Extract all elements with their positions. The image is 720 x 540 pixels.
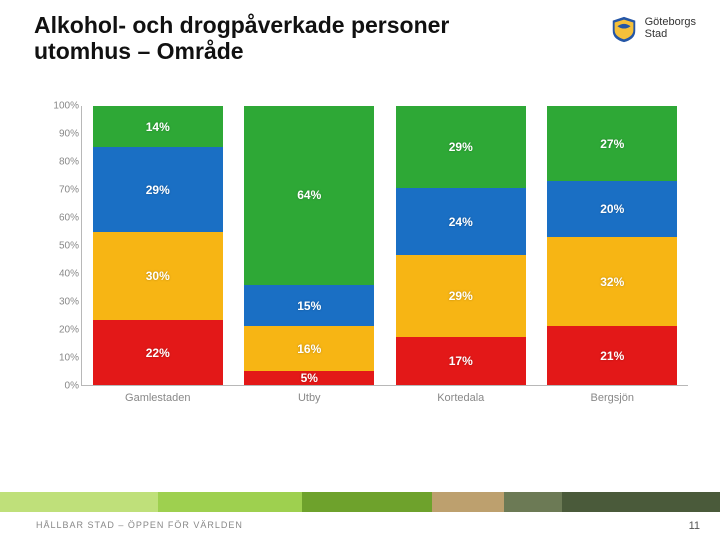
footer-band-segment (302, 492, 432, 512)
bar-segment: 5% (244, 371, 374, 385)
footer-band-segment (504, 492, 562, 512)
bar-segment: 20% (547, 181, 677, 237)
category-label: Utby (259, 392, 359, 404)
bar: 21%32%20%27% (547, 106, 677, 385)
bar-segment: 64% (244, 106, 374, 285)
y-tick-label: 30% (37, 297, 79, 308)
footer-band-segment (0, 492, 158, 512)
bar-segment: 29% (93, 147, 223, 232)
category-label: Bergsjön (562, 392, 662, 404)
footer-band-segment (158, 492, 302, 512)
page-title: Alkohol- och drogpåverkade personer utom… (34, 12, 514, 65)
logo: Göteborgs Stad (609, 14, 696, 44)
bar-segment: 21% (547, 326, 677, 385)
y-tick-label: 50% (37, 241, 79, 252)
category-label: Kortedala (411, 392, 511, 404)
logo-text: Göteborgs Stad (645, 17, 696, 40)
y-tick-label: 70% (37, 185, 79, 196)
bar-segment: 16% (244, 326, 374, 371)
y-tick-label: 100% (37, 101, 79, 112)
bar-segment: 15% (244, 285, 374, 327)
plot-area: 22%30%29%14%5%16%15%64%17%29%24%29%21%32… (82, 106, 688, 386)
bar-slot: 17%29%24%29% (385, 106, 537, 385)
bar-segment: 22% (93, 320, 223, 385)
bar-segment: 29% (396, 106, 526, 188)
y-tick-label: 80% (37, 157, 79, 168)
category-label: Gamlestaden (108, 392, 208, 404)
y-tick-label: 40% (37, 269, 79, 280)
bar: 17%29%24%29% (396, 106, 526, 385)
y-tick-label: 60% (37, 213, 79, 224)
bar: 5%16%15%64% (244, 106, 374, 385)
page-number: 11 (689, 520, 700, 532)
bar-segment: 14% (93, 106, 223, 147)
y-axis: 0%10%20%30%40%50%60%70%80%90%100% (38, 106, 82, 386)
bar-slot: 22%30%29%14% (82, 106, 234, 385)
bar-segment: 27% (547, 106, 677, 181)
bar-segment: 30% (93, 232, 223, 320)
y-tick-label: 90% (37, 129, 79, 140)
tagline: HÅLLBAR STAD – ÖPPEN FÖR VÄRLDEN (36, 520, 243, 530)
logo-line2: Stad (645, 29, 696, 41)
bar-slot: 5%16%15%64% (234, 106, 386, 385)
y-tick-label: 20% (37, 325, 79, 336)
bar: 22%30%29%14% (93, 106, 223, 385)
footer-band-segment (562, 492, 720, 512)
slide: Alkohol- och drogpåverkade personer utom… (0, 0, 720, 540)
goteborg-crest-icon (609, 14, 639, 44)
bar-slot: 21%32%20%27% (537, 106, 689, 385)
bar-segment: 24% (396, 188, 526, 256)
y-tick-label: 0% (37, 381, 79, 392)
stacked-bar-chart: 0%10%20%30%40%50%60%70%80%90%100% 22%30%… (38, 106, 688, 386)
bar-segment: 17% (396, 337, 526, 385)
footer-band (0, 492, 720, 512)
footer-band-segment (432, 492, 504, 512)
y-tick-label: 10% (37, 353, 79, 364)
bar-segment: 32% (547, 237, 677, 326)
bar-segment: 29% (396, 255, 526, 337)
